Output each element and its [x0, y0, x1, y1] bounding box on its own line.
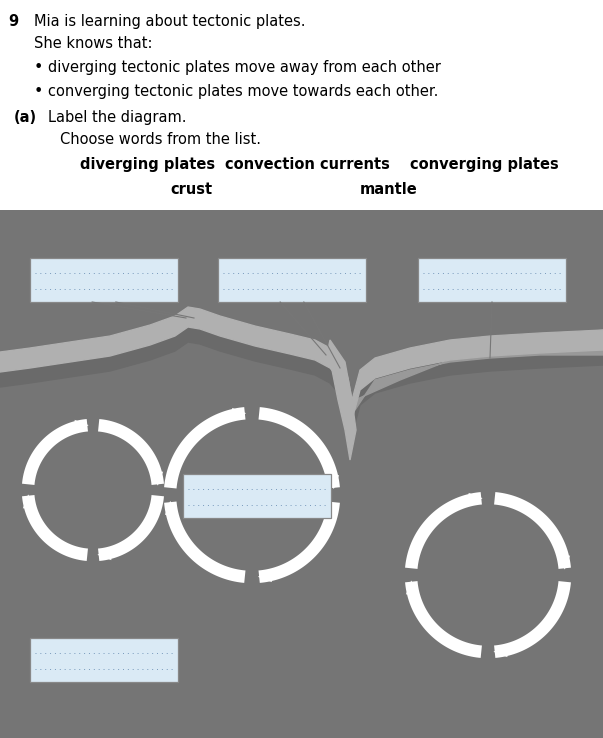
- Text: Choose words from the list.: Choose words from the list.: [60, 132, 261, 147]
- Text: convection currents: convection currents: [225, 157, 390, 172]
- Text: converging tectonic plates move towards each other.: converging tectonic plates move towards …: [48, 84, 438, 99]
- Text: Mia is learning about tectonic plates.: Mia is learning about tectonic plates.: [34, 14, 306, 29]
- Bar: [218, 258, 366, 302]
- Bar: [418, 258, 566, 302]
- Text: crust: crust: [170, 182, 212, 197]
- Text: •: •: [34, 84, 43, 99]
- Polygon shape: [0, 307, 603, 420]
- Bar: [183, 474, 331, 518]
- Text: She knows that:: She knows that:: [34, 36, 153, 51]
- Polygon shape: [0, 307, 603, 435]
- Bar: [0, 210, 603, 738]
- Text: 9: 9: [8, 14, 18, 29]
- Text: converging plates: converging plates: [410, 157, 559, 172]
- Bar: [30, 638, 178, 682]
- Text: (a): (a): [14, 110, 37, 125]
- Bar: [30, 258, 178, 302]
- Text: diverging plates: diverging plates: [80, 157, 215, 172]
- Polygon shape: [328, 340, 356, 460]
- Text: •: •: [34, 60, 43, 75]
- Polygon shape: [355, 330, 603, 410]
- Text: mantle: mantle: [360, 182, 418, 197]
- Text: diverging tectonic plates move away from each other: diverging tectonic plates move away from…: [48, 60, 441, 75]
- Text: Label the diagram.: Label the diagram.: [48, 110, 186, 125]
